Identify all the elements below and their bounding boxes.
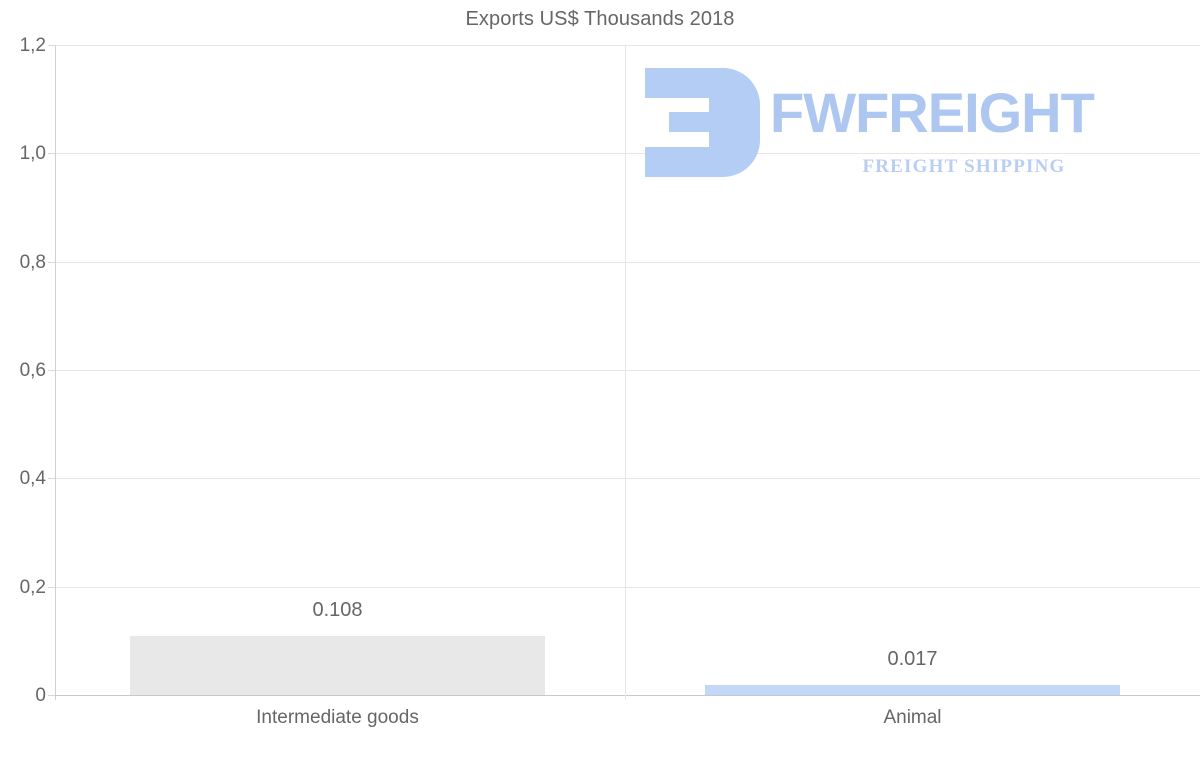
y-tick-mark-0.4 xyxy=(48,478,55,479)
bar-intermediate-goods[interactable] xyxy=(130,636,545,695)
chart-title: Exports US$ Thousands 2018 xyxy=(465,8,735,30)
x-tick-label-animal: Animal xyxy=(883,707,942,728)
bar-value-label-intermediate-goods: 0.108 xyxy=(312,599,363,621)
bar-value-label-animal: 0.017 xyxy=(887,648,938,670)
y-tick-label-0.8: 0,8 xyxy=(19,252,46,273)
gridline-1.0 xyxy=(55,153,1200,154)
category-divider-line xyxy=(625,45,626,700)
y-tick-label-1.2: 1,2 xyxy=(19,35,46,56)
y-axis-line xyxy=(55,45,56,700)
plot-area xyxy=(55,45,1200,695)
y-tick-label-0.4: 0,4 xyxy=(19,468,46,489)
gridline-0.8 xyxy=(55,262,1200,263)
y-tick-mark-1.2 xyxy=(48,45,55,46)
y-tick-mark-0.2 xyxy=(48,587,55,588)
y-tick-mark-0.8 xyxy=(48,262,55,263)
bar-animal[interactable] xyxy=(705,685,1120,695)
y-tick-mark-0.6 xyxy=(48,370,55,371)
y-tick-label-0.6: 0,6 xyxy=(19,360,46,381)
gridline-1.2 xyxy=(55,45,1200,46)
y-tick-label-0: 0 xyxy=(35,685,46,706)
y-axis-labels: 1,2 1,0 0,8 0,6 0,4 0,2 0 xyxy=(0,0,46,763)
y-tick-mark-0 xyxy=(48,695,55,696)
y-tick-label-0.2: 0,2 xyxy=(19,577,46,598)
x-axis-line xyxy=(55,695,1200,696)
y-tick-mark-1.0 xyxy=(48,153,55,154)
gridline-0.6 xyxy=(55,370,1200,371)
gridline-0.4 xyxy=(55,478,1200,479)
x-tick-label-intermediate-goods: Intermediate goods xyxy=(256,707,419,728)
y-tick-label-1.0: 1,0 xyxy=(19,143,46,164)
gridline-0.2 xyxy=(55,587,1200,588)
